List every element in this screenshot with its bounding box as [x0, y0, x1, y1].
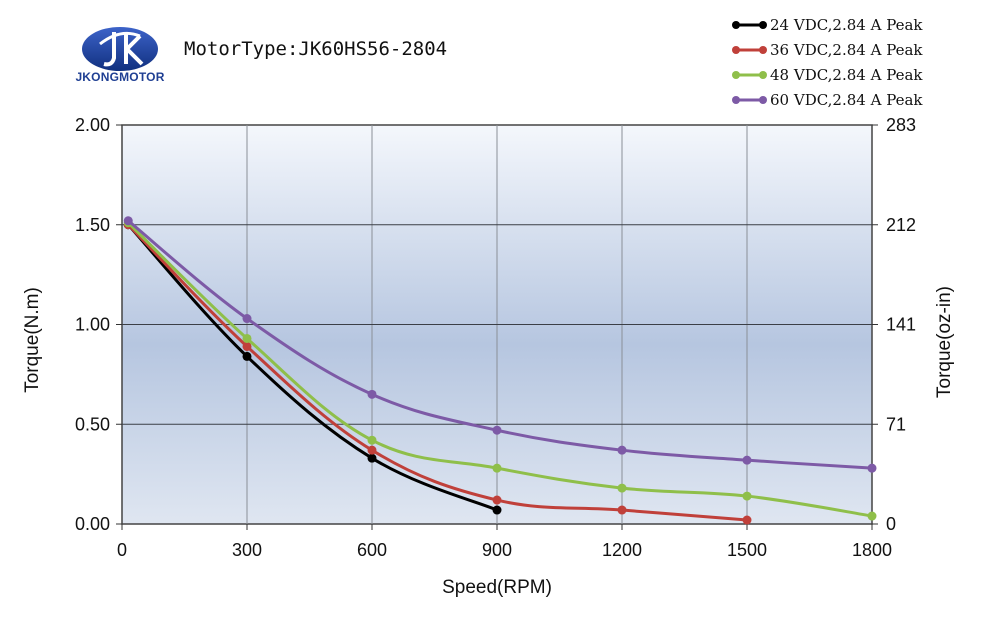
- data-point: [742, 455, 752, 465]
- legend-item: 48 VDC,2.84 A Peak: [730, 62, 990, 87]
- legend-label: 36 VDC,2.84 A Peak: [770, 40, 923, 59]
- grid-lines: [116, 124, 878, 530]
- legend-swatch: [732, 95, 767, 104]
- data-point: [242, 314, 252, 324]
- motor-type-title: MotorType:JK60HS56-2804: [184, 38, 448, 60]
- x-tick-label: 1200: [602, 540, 642, 560]
- data-point: [492, 425, 502, 435]
- legend-item: 36 VDC,2.84 A Peak: [730, 37, 990, 62]
- y2-tick-label: 71: [886, 414, 906, 434]
- data-point: [123, 216, 133, 226]
- data-point: [617, 505, 627, 515]
- legend: 24 VDC,2.84 A Peak 36 VDC,2.84 A Peak 48 V…: [730, 12, 990, 112]
- y-tick-label: 1.00: [75, 315, 110, 335]
- series-line-2: [127, 223, 748, 522]
- x-tick-label: 1500: [727, 540, 767, 560]
- legend-label: 24 VDC,2.84 A Peak: [770, 15, 923, 34]
- legend-label: 60 VDC,2.84 A Peak: [770, 90, 923, 109]
- data-point: [242, 333, 252, 343]
- logo-text: JKONGMOTOR: [75, 70, 165, 84]
- data-point: [617, 445, 627, 455]
- legend-swatch: [732, 70, 767, 79]
- x-tick-label: 300: [232, 540, 262, 560]
- legend-swatch: [732, 45, 767, 54]
- data-point: [367, 453, 377, 463]
- data-point: [867, 463, 877, 473]
- x-tick-label: 600: [357, 540, 387, 560]
- x-tick-label: 1800: [852, 540, 892, 560]
- y-axis-title: Torque(N.m): [22, 287, 43, 393]
- data-point: [367, 435, 377, 445]
- legend-item: 60 VDC,2.84 A Peak: [730, 87, 990, 112]
- tick-labels: 0 300 600 900 1200 1500 1800 0.00 0.50 1.00 1.50 2.…: [75, 115, 916, 560]
- legend-swatch: [732, 20, 767, 29]
- y-tick-label: 2.00: [75, 115, 110, 135]
- y2-tick-label: 212: [886, 215, 916, 235]
- x-tick-label: 900: [482, 540, 512, 560]
- jkongmotor-logo: [82, 27, 158, 71]
- y-tick-label: 1.50: [75, 215, 110, 235]
- series-line-1: [127, 223, 498, 512]
- data-point: [242, 341, 252, 351]
- data-point: [492, 505, 502, 515]
- x-axis-title: Speed(RPM): [442, 577, 552, 598]
- y2-tick-label: 141: [886, 315, 916, 335]
- y-tick-label: 0.50: [75, 414, 110, 434]
- legend-item: 24 VDC,2.84 A Peak: [730, 12, 990, 37]
- data-point: [367, 445, 377, 455]
- data-point: [492, 495, 502, 505]
- x-tick-label: 0: [117, 540, 127, 560]
- data-point: [742, 491, 752, 501]
- y2-tick-label: 0: [886, 514, 896, 534]
- data-point: [742, 515, 752, 525]
- y-tick-label: 0.00: [75, 514, 110, 534]
- data-point: [867, 511, 877, 521]
- data-point: [617, 483, 627, 493]
- data-point: [242, 351, 252, 361]
- series-lines: [123, 216, 877, 525]
- data-point: [367, 389, 377, 399]
- legend-label: 48 VDC,2.84 A Peak: [770, 65, 923, 84]
- y2-axis-title: Torque(oz-in): [934, 286, 955, 398]
- data-point: [492, 463, 502, 473]
- y2-tick-label: 283: [886, 115, 916, 135]
